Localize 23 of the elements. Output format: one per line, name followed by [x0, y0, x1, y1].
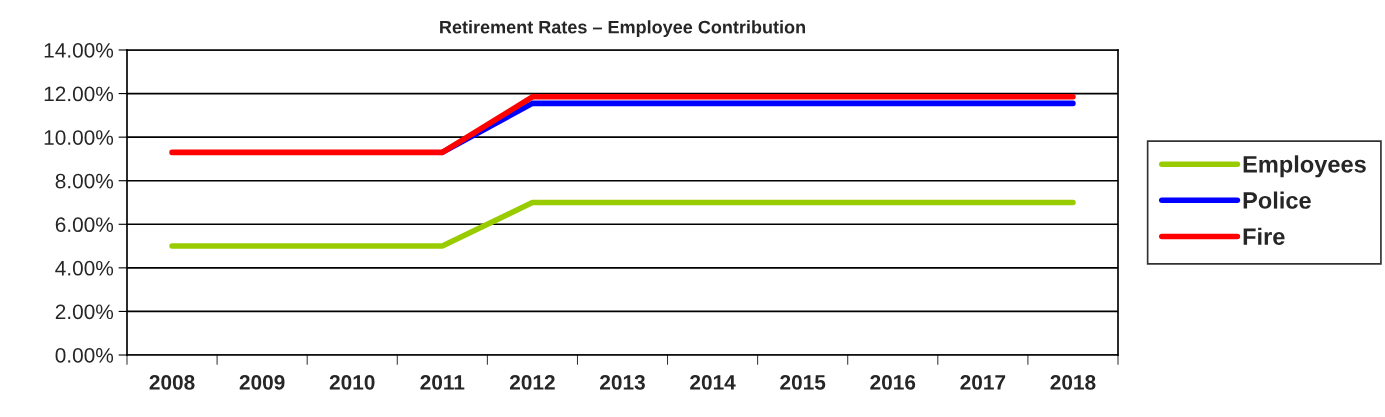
y-tick-label: 6.00%	[55, 217, 114, 233]
y-tick-label: 14.00%	[44, 43, 114, 58]
x-tick-label: 2009	[239, 374, 285, 390]
x-tick-label: 2017	[960, 374, 1006, 390]
x-tick-label: 2014	[690, 374, 736, 390]
x-tick-label: 2013	[600, 374, 645, 390]
x-tick-label: 2015	[780, 374, 826, 390]
x-tick-label: 2018	[1050, 374, 1096, 390]
x-tick-label: 2016	[870, 374, 916, 390]
y-tick-label: 12.00%	[44, 86, 114, 102]
y-tick-label: 0.00%	[55, 348, 114, 363]
legend-label: Police	[1243, 191, 1311, 209]
legend-label: Employees	[1243, 155, 1366, 178]
y-tick-label: 4.00%	[55, 260, 114, 276]
legend-label: Fire	[1243, 227, 1285, 246]
x-tick-label: 2011	[420, 374, 465, 390]
chart-title: Retirement Rates – Employee Contribution	[440, 20, 805, 38]
y-tick-label: 10.00%	[44, 130, 114, 145]
x-tick-label: 2012	[509, 374, 555, 390]
y-tick-label: 2.00%	[55, 304, 114, 320]
x-tick-label: 2010	[329, 374, 375, 390]
x-tick-label: 2008	[149, 374, 195, 390]
y-tick-label: 8.00%	[55, 173, 114, 189]
